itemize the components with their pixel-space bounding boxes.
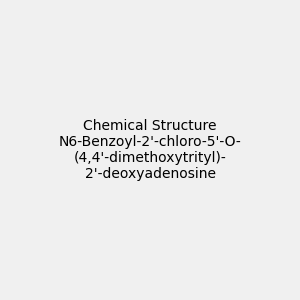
Text: Chemical Structure
N6-Benzoyl-2'-chloro-5'-O-
(4,4'-dimethoxytrityl)-
2'-deoxyad: Chemical Structure N6-Benzoyl-2'-chloro-… (58, 119, 242, 181)
